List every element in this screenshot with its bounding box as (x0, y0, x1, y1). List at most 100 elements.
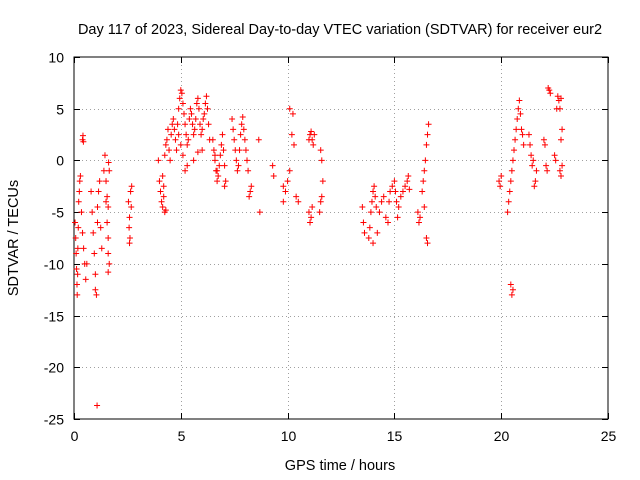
data-point (404, 178, 411, 185)
data-point (316, 209, 323, 216)
data-point (248, 183, 255, 190)
data-point (199, 147, 206, 154)
data-point (551, 152, 558, 159)
data-point (220, 147, 227, 154)
data-point (171, 126, 178, 133)
data-point (90, 229, 97, 236)
data-point (229, 116, 236, 123)
y-tick-label: -20 (44, 360, 64, 376)
y-tick-label: 5 (56, 102, 64, 118)
data-point (211, 152, 218, 159)
data-point (421, 167, 428, 174)
data-point (73, 266, 80, 273)
data-point (532, 178, 539, 185)
data-point (558, 172, 565, 179)
data-point (83, 260, 90, 267)
data-point (498, 172, 505, 179)
data-point (175, 105, 182, 112)
data-point (415, 219, 422, 226)
data-point (509, 286, 516, 293)
data-point (221, 162, 228, 169)
data-point (161, 152, 168, 159)
data-point (308, 214, 315, 221)
data-point (106, 260, 113, 267)
data-point (420, 178, 427, 185)
data-point (184, 162, 191, 169)
x-axis-label: GPS time / hours (285, 458, 395, 474)
data-point (89, 209, 96, 216)
data-point (361, 229, 368, 236)
data-point (128, 183, 135, 190)
data-point (201, 110, 208, 117)
data-point (421, 203, 428, 210)
data-point (126, 214, 133, 221)
data-point (74, 271, 81, 278)
data-point (531, 183, 538, 190)
data-point (163, 136, 170, 143)
data-point (286, 105, 293, 112)
data-point (91, 250, 98, 257)
data-point (72, 235, 79, 241)
data-point (419, 188, 426, 195)
data-point (96, 178, 103, 185)
data-point (552, 157, 559, 164)
data-point (367, 209, 374, 216)
data-point (162, 207, 169, 214)
data-point (234, 167, 241, 174)
data-point (376, 209, 383, 216)
data-point (365, 235, 372, 241)
data-point (311, 131, 318, 138)
data-point (105, 203, 112, 210)
data-point (554, 93, 561, 100)
data-point (74, 291, 81, 298)
x-tick-label: 25 (601, 428, 617, 444)
y-tick-labels: -25 -20 -15 -10 -5 0 5 10 (44, 50, 64, 428)
data-point (202, 100, 209, 107)
data-point (530, 157, 537, 164)
data-point (518, 126, 525, 133)
data-point (98, 245, 105, 252)
data-point (238, 121, 245, 128)
data-point (158, 198, 165, 205)
data-point (185, 136, 192, 143)
data-point (543, 162, 550, 169)
data-point (406, 186, 413, 193)
data-point (371, 183, 378, 190)
data-point (516, 97, 523, 104)
data-point (424, 240, 431, 247)
data-point (425, 121, 432, 128)
data-point (244, 157, 251, 164)
x-tick-label: 15 (387, 428, 403, 444)
data-point (370, 188, 377, 195)
data-point (192, 116, 199, 123)
data-point (513, 126, 520, 133)
data-point (126, 235, 133, 241)
data-point (269, 162, 276, 169)
grid-lines (74, 57, 608, 419)
data-point (74, 245, 81, 252)
data-point (75, 198, 82, 205)
data-point (305, 209, 312, 216)
data-point (317, 147, 324, 154)
data-point (391, 178, 398, 185)
data-point (216, 162, 223, 169)
data-point (424, 131, 431, 138)
data-point (559, 126, 566, 133)
data-point (395, 203, 402, 210)
data-point (309, 203, 316, 210)
data-point (246, 193, 253, 200)
data-point (525, 131, 532, 138)
data-point (497, 183, 504, 190)
data-point (235, 162, 242, 169)
data-point (558, 95, 565, 102)
data-point (183, 131, 190, 138)
data-point (289, 110, 296, 117)
data-point (423, 141, 430, 148)
data-point (511, 147, 518, 154)
data-point (215, 172, 222, 179)
data-point (512, 136, 519, 143)
data-point (520, 141, 527, 148)
data-point (397, 193, 404, 200)
data-point (507, 178, 514, 185)
data-point (186, 116, 193, 123)
